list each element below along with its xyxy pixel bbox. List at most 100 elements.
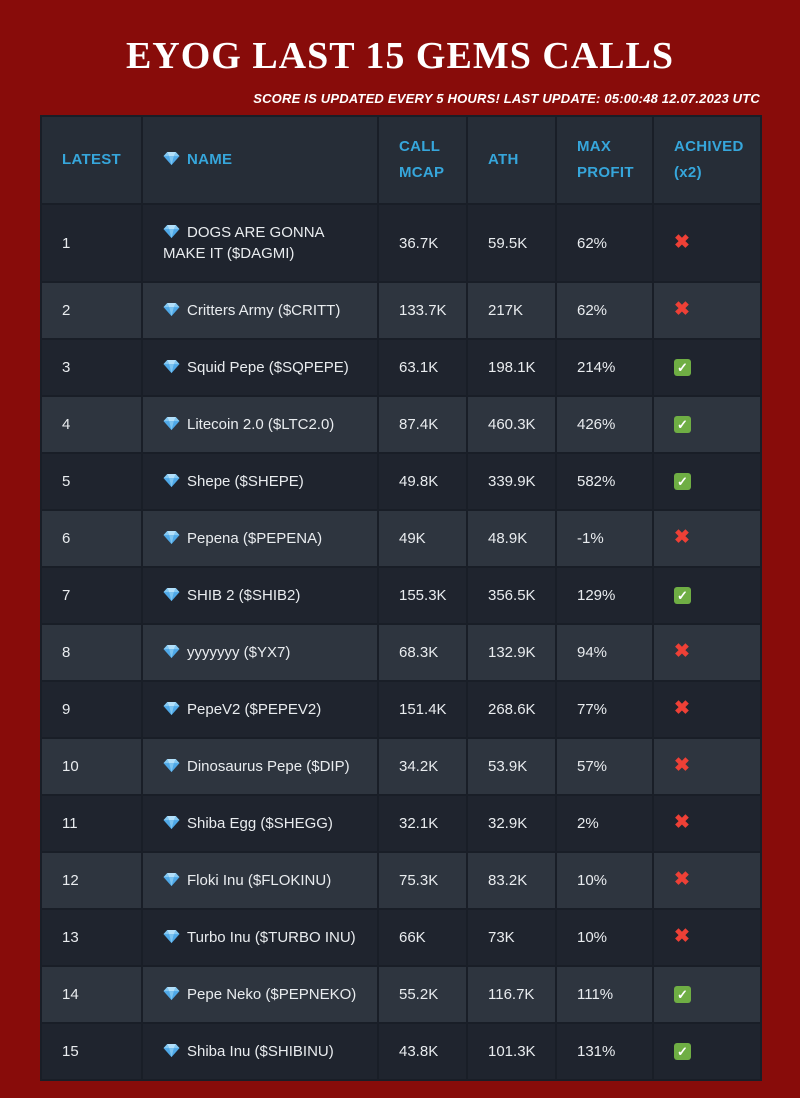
cell-ath: 73K: [466, 908, 557, 967]
update-note: SCORE IS UPDATED EVERY 5 HOURS! LAST UPD…: [253, 91, 760, 106]
table-row: 3 Squid Pepe ($SQPEPE) 63.1K 198.1K 214% ✓: [40, 338, 762, 397]
cell-ath: 59.5K: [466, 203, 557, 283]
cell-max-profit: 582%: [555, 452, 654, 511]
table-row: 2 Critters Army ($CRITT) 133.7K 217K 62% ✖: [40, 281, 762, 340]
token-name: SHIB 2 ($SHIB2): [187, 587, 301, 604]
cell-latest: 13: [40, 908, 143, 967]
table-row: 4 Litecoin 2.0 ($LTC2.0) 87.4K 460.3K 426% ✓: [40, 395, 762, 454]
cell-ath: 356.5K: [466, 566, 557, 625]
cell-max-profit: 10%: [555, 851, 654, 910]
cell-achieved: ✓: [652, 965, 762, 1024]
cell-ath: 101.3K: [466, 1022, 557, 1081]
cell-latest: 14: [40, 965, 143, 1024]
cell-call-mcap: 43.8K: [377, 1022, 468, 1081]
cell-name: Squid Pepe ($SQPEPE): [141, 338, 379, 397]
gem-icon: [163, 644, 180, 659]
cell-call-mcap: 49K: [377, 509, 468, 568]
cell-achieved: ✖: [652, 908, 762, 967]
gem-icon: [163, 872, 180, 887]
token-name: Pepe Neko ($PEPNEKO): [187, 986, 357, 1003]
cell-call-mcap: 49.8K: [377, 452, 468, 511]
table-row: 13 Turbo Inu ($TURBO INU) 66K 73K 10% ✖: [40, 908, 762, 967]
gems-table-body: 1 DOGS ARE GONNA MAKE IT ($DAGMI) 36.7K 59.…: [40, 203, 762, 1081]
cell-call-mcap: 133.7K: [377, 281, 468, 340]
cross-icon: ✖: [674, 926, 690, 947]
cell-name: Shepe ($SHEPE): [141, 452, 379, 511]
cell-max-profit: 129%: [555, 566, 654, 625]
gem-icon: [163, 224, 180, 239]
cell-max-profit: 62%: [555, 281, 654, 340]
cell-call-mcap: 68.3K: [377, 623, 468, 682]
cell-name: Floki Inu ($FLOKINU): [141, 851, 379, 910]
cell-latest: 9: [40, 680, 143, 739]
cell-name: Dinosaurus Pepe ($DIP): [141, 737, 379, 796]
cell-call-mcap: 32.1K: [377, 794, 468, 853]
cell-call-mcap: 155.3K: [377, 566, 468, 625]
gem-icon: [163, 416, 180, 431]
token-name: Shiba Egg ($SHEGG): [187, 815, 333, 832]
cell-name: Shiba Inu ($SHIBINU): [141, 1022, 379, 1081]
cell-ath: 83.2K: [466, 851, 557, 910]
cell-max-profit: 111%: [555, 965, 654, 1024]
table-row: 12 Floki Inu ($FLOKINU) 75.3K 83.2K 10% ✖: [40, 851, 762, 910]
token-name: yyyyyyy ($YX7): [187, 644, 291, 661]
cell-max-profit: 57%: [555, 737, 654, 796]
page-title: EYOG LAST 15 GEMS CALLS: [125, 35, 675, 77]
cell-achieved: ✖: [652, 203, 762, 283]
table-row: 7 SHIB 2 ($SHIB2) 155.3K 356.5K 129% ✓: [40, 566, 762, 625]
col-ath: ATH: [466, 115, 557, 205]
cell-ath: 198.1K: [466, 338, 557, 397]
cross-icon: ✖: [674, 527, 690, 548]
cell-latest: 12: [40, 851, 143, 910]
cell-name: SHIB 2 ($SHIB2): [141, 566, 379, 625]
cell-max-profit: 94%: [555, 623, 654, 682]
token-name: PepeV2 ($PEPEV2): [187, 701, 322, 718]
col-name: NAME: [141, 115, 379, 205]
cell-name: Litecoin 2.0 ($LTC2.0): [141, 395, 379, 454]
cross-icon: ✖: [674, 698, 690, 719]
cell-latest: 4: [40, 395, 143, 454]
cell-achieved: ✓: [652, 395, 762, 454]
cell-achieved: ✖: [652, 680, 762, 739]
gem-icon: [163, 1043, 180, 1058]
cell-latest: 1: [40, 203, 143, 283]
cell-call-mcap: 36.7K: [377, 203, 468, 283]
cell-max-profit: 62%: [555, 203, 654, 283]
table-row: 9 PepeV2 ($PEPEV2) 151.4K 268.6K 77% ✖: [40, 680, 762, 739]
gem-icon: [163, 587, 180, 602]
cell-latest: 6: [40, 509, 143, 568]
token-name: DOGS ARE GONNA MAKE IT ($DAGMI): [163, 224, 324, 262]
cell-achieved: ✖: [652, 509, 762, 568]
cell-achieved: ✖: [652, 737, 762, 796]
cell-max-profit: 131%: [555, 1022, 654, 1081]
token-name: Litecoin 2.0 ($LTC2.0): [187, 416, 335, 433]
cell-max-profit: 214%: [555, 338, 654, 397]
cell-achieved: ✓: [652, 338, 762, 397]
cell-ath: 48.9K: [466, 509, 557, 568]
table-row: 8 yyyyyyy ($YX7) 68.3K 132.9K 94% ✖: [40, 623, 762, 682]
table-row: 15 Shiba Inu ($SHIBINU) 43.8K 101.3K 131% ✓: [40, 1022, 762, 1081]
cell-name: Critters Army ($CRITT): [141, 281, 379, 340]
check-icon: ✓: [674, 473, 691, 490]
cell-call-mcap: 66K: [377, 908, 468, 967]
token-name: Pepena ($PEPENA): [187, 530, 323, 547]
cell-achieved: ✓: [652, 1022, 762, 1081]
cell-call-mcap: 63.1K: [377, 338, 468, 397]
col-call-mcap: CALL MCAP: [377, 115, 468, 205]
table-row: 1 DOGS ARE GONNA MAKE IT ($DAGMI) 36.7K 59.…: [40, 203, 762, 283]
cell-call-mcap: 55.2K: [377, 965, 468, 1024]
token-name: Dinosaurus Pepe ($DIP): [187, 758, 350, 775]
gem-icon: [163, 815, 180, 830]
cross-icon: ✖: [674, 812, 690, 833]
token-name: Shiba Inu ($SHIBINU): [187, 1043, 334, 1060]
cell-latest: 10: [40, 737, 143, 796]
gem-icon: [163, 758, 180, 773]
token-name: Critters Army ($CRITT): [187, 302, 341, 319]
check-icon: ✓: [674, 587, 691, 604]
token-name: Squid Pepe ($SQPEPE): [187, 359, 349, 376]
cell-name: PepeV2 ($PEPEV2): [141, 680, 379, 739]
cell-latest: 11: [40, 794, 143, 853]
gem-icon: [163, 986, 180, 1001]
gem-icon: [163, 929, 180, 944]
